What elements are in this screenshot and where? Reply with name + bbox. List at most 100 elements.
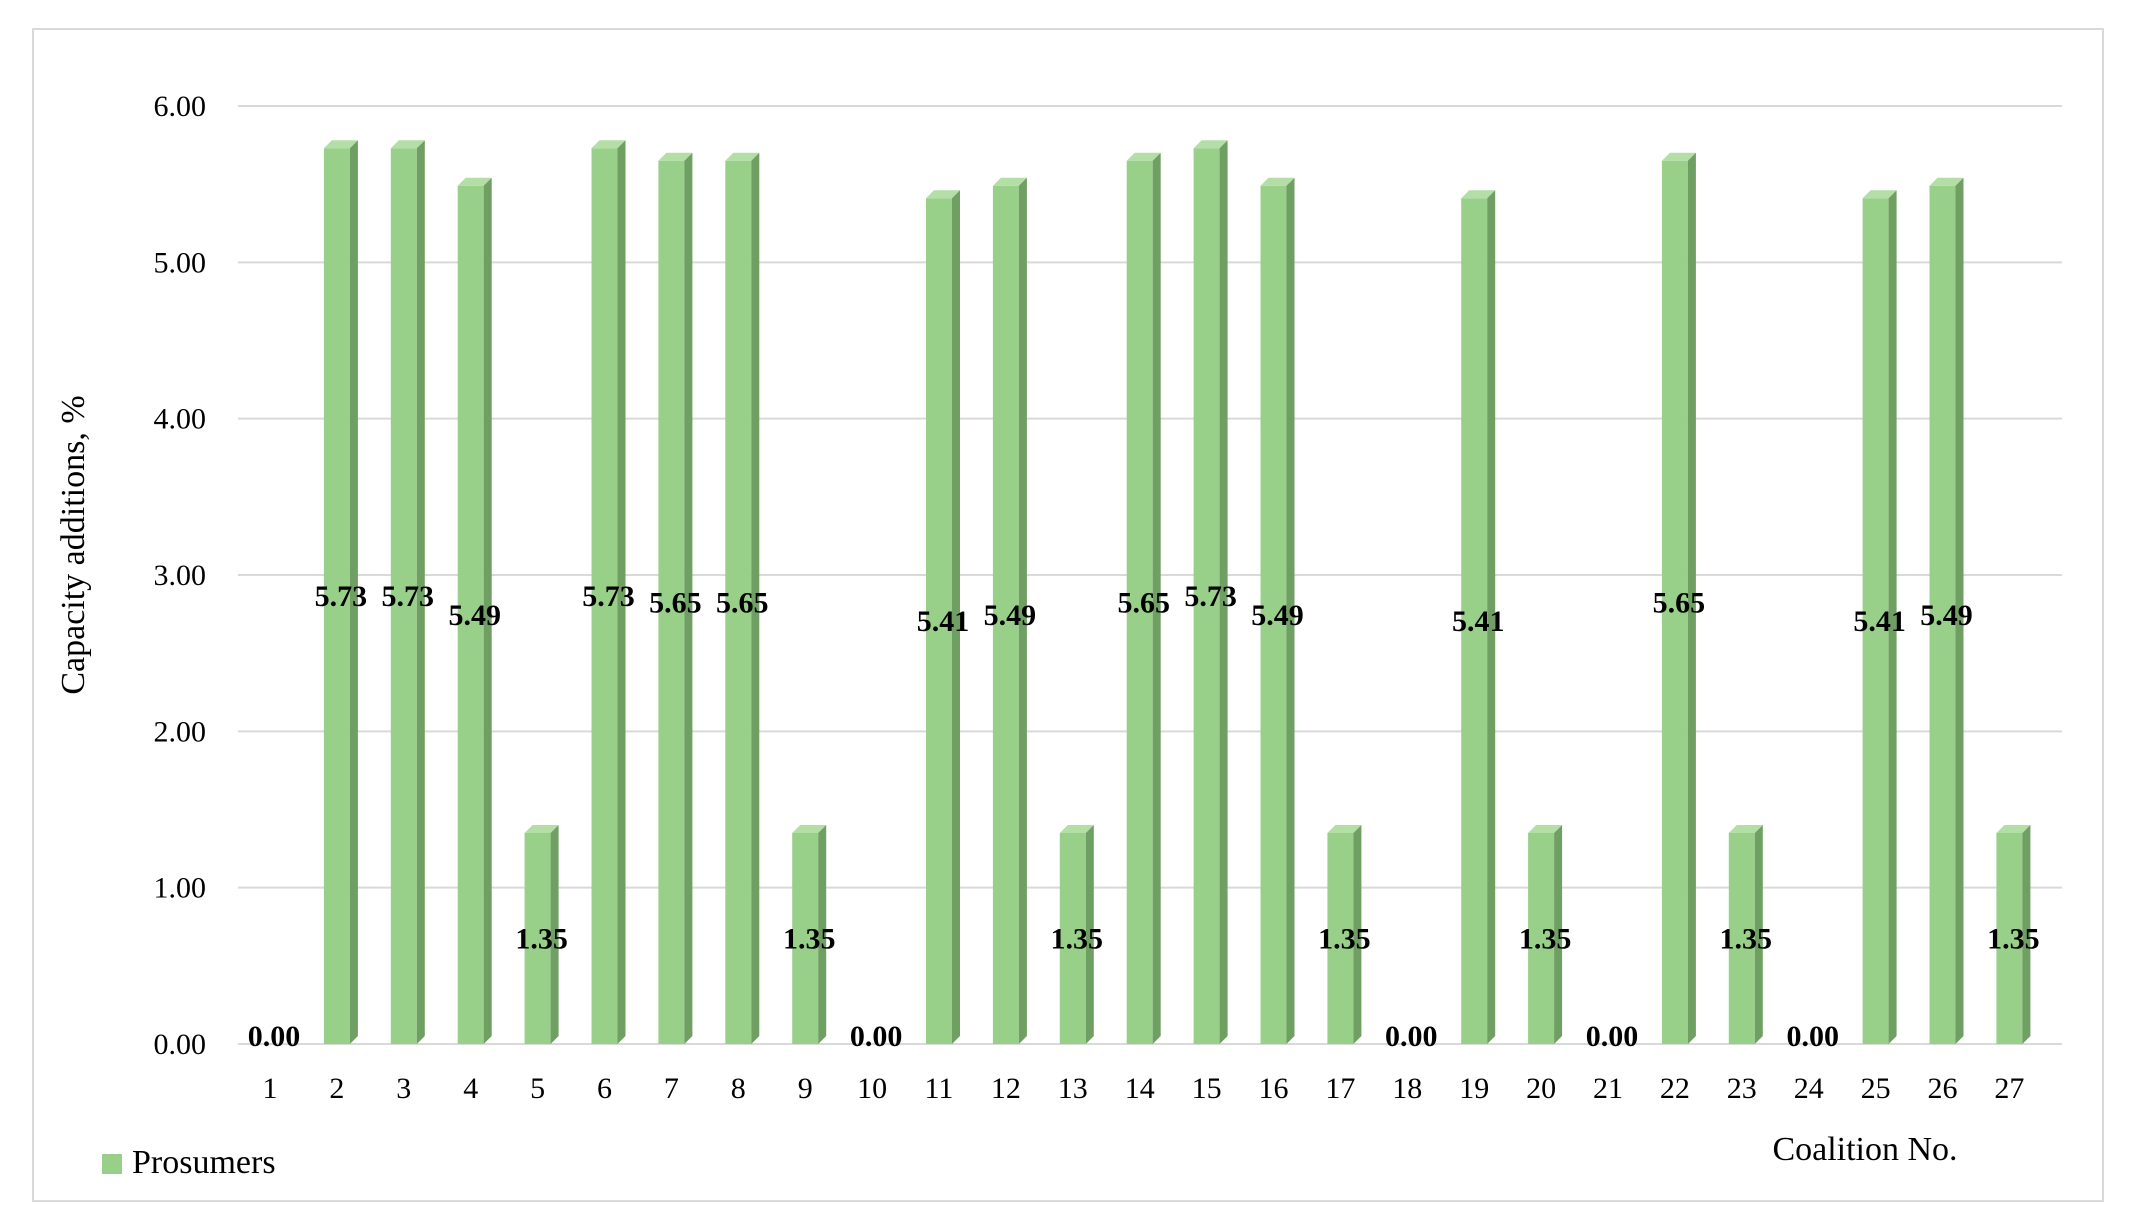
data-label: 1.35 — [1051, 922, 1104, 955]
data-label: 1.35 — [515, 922, 568, 955]
bar-top — [390, 140, 425, 149]
bar-side — [1353, 824, 1362, 1044]
data-label: 5.41 — [917, 605, 970, 638]
y-tick-label: 0.00 — [154, 1028, 207, 1061]
y-tick-label: 3.00 — [154, 559, 207, 592]
data-label: 5.49 — [1251, 599, 1304, 632]
bar — [1728, 832, 1755, 1044]
x-tick-label: 6 — [597, 1072, 612, 1105]
data-label: 5.73 — [582, 580, 635, 613]
data-label: 1.35 — [1519, 922, 1572, 955]
data-label: 1.35 — [1720, 922, 1773, 955]
bar — [1193, 148, 1220, 1044]
bar-side — [818, 824, 827, 1044]
bar — [1260, 185, 1287, 1045]
data-label: 5.41 — [1853, 605, 1906, 638]
bar-top — [1661, 152, 1696, 161]
bar-top — [1126, 152, 1161, 161]
data-label: 5.73 — [382, 580, 435, 613]
bar-top — [1862, 190, 1897, 199]
bar-side — [483, 177, 492, 1045]
data-labels: 0.00 5.73 5.73 5.49 1.35 5.73 5.65 5.65 1.35 0.00… — [248, 580, 2040, 1053]
bar-side — [1085, 824, 1094, 1044]
data-label: 0.00 — [1786, 1020, 1839, 1053]
bar-top — [1996, 824, 2031, 833]
data-label: 0.00 — [248, 1020, 301, 1053]
x-axis-ticks: 1 2 3 4 5 6 7 8 9 10 11 12 13 14 15 16 17 18 19 20 21 22 23 24 2… — [263, 1072, 2025, 1105]
x-tick-label: 1 — [263, 1072, 278, 1105]
x-tick-label: 12 — [991, 1072, 1021, 1105]
bar — [1661, 160, 1688, 1044]
y-axis-ticks: 0.00 1.00 2.00 3.00 4.00 5.00 6.00 — [154, 90, 207, 1061]
x-tick-label: 11 — [925, 1072, 954, 1105]
x-tick-label: 16 — [1259, 1072, 1289, 1105]
bar-side — [751, 152, 760, 1044]
bar — [658, 160, 685, 1044]
legend-swatch — [102, 1154, 122, 1174]
bar — [1528, 832, 1555, 1044]
x-tick-label: 19 — [1459, 1072, 1489, 1105]
bar-top — [457, 177, 492, 186]
bar-top — [792, 824, 827, 833]
data-label: 5.41 — [1452, 605, 1505, 638]
x-tick-label: 21 — [1593, 1072, 1623, 1105]
bar-top — [658, 152, 693, 161]
x-tick-label: 22 — [1660, 1072, 1690, 1105]
data-label: 5.73 — [315, 580, 368, 613]
data-label: 1.35 — [1987, 922, 2040, 955]
bar — [524, 832, 551, 1044]
bar — [1059, 832, 1086, 1044]
bar-top — [926, 190, 960, 199]
data-label: 5.49 — [1920, 599, 1973, 632]
x-tick-label: 15 — [1192, 1072, 1222, 1105]
x-tick-label: 3 — [396, 1072, 411, 1105]
bar-side — [1888, 190, 1897, 1044]
x-tick-label: 10 — [857, 1072, 887, 1105]
y-tick-label: 4.00 — [154, 403, 207, 436]
y-tick-label: 1.00 — [154, 872, 207, 905]
x-tick-label: 17 — [1325, 1072, 1355, 1105]
bar — [1461, 198, 1488, 1044]
bar-top — [1327, 824, 1362, 833]
bar-side — [1286, 177, 1295, 1045]
x-tick-label: 4 — [463, 1072, 478, 1105]
x-tick-label: 27 — [1994, 1072, 2024, 1105]
x-tick-label: 14 — [1125, 1072, 1155, 1105]
bar — [1126, 160, 1153, 1044]
bar — [1929, 185, 1956, 1045]
bar-top — [725, 152, 760, 161]
data-label: 0.00 — [1586, 1020, 1639, 1053]
bar-side — [1687, 152, 1696, 1044]
y-tick-label: 5.00 — [154, 246, 207, 279]
y-tick-label: 6.00 — [154, 90, 207, 123]
bar-side — [1487, 190, 1496, 1044]
data-label: 0.00 — [850, 1020, 903, 1053]
y-axis-title: Capacity additions, % — [55, 395, 92, 694]
bar — [323, 148, 350, 1044]
bar-top — [524, 824, 559, 833]
x-tick-label: 23 — [1727, 1072, 1757, 1105]
bar-top — [1728, 824, 1763, 833]
data-label: 5.49 — [448, 599, 501, 632]
bar-side — [684, 152, 693, 1044]
y-tick-label: 2.00 — [154, 715, 207, 748]
bar-top — [1461, 190, 1496, 199]
bar-side — [349, 140, 358, 1044]
data-label: 5.73 — [1184, 580, 1237, 613]
bar-top — [1193, 140, 1228, 149]
bar — [457, 185, 484, 1045]
bar — [926, 198, 952, 1044]
bar-top — [1260, 177, 1295, 186]
data-label: 0.00 — [1385, 1020, 1438, 1053]
x-tick-label: 26 — [1928, 1072, 1958, 1105]
data-label: 5.65 — [1117, 586, 1170, 619]
bar — [591, 148, 618, 1044]
x-tick-label: 20 — [1526, 1072, 1556, 1105]
data-label: 5.65 — [716, 586, 769, 619]
data-label: 5.65 — [1653, 586, 1706, 619]
bar-top — [992, 177, 1027, 186]
data-label: 5.65 — [649, 586, 702, 619]
x-tick-label: 24 — [1794, 1072, 1824, 1105]
bar-side — [550, 824, 559, 1044]
